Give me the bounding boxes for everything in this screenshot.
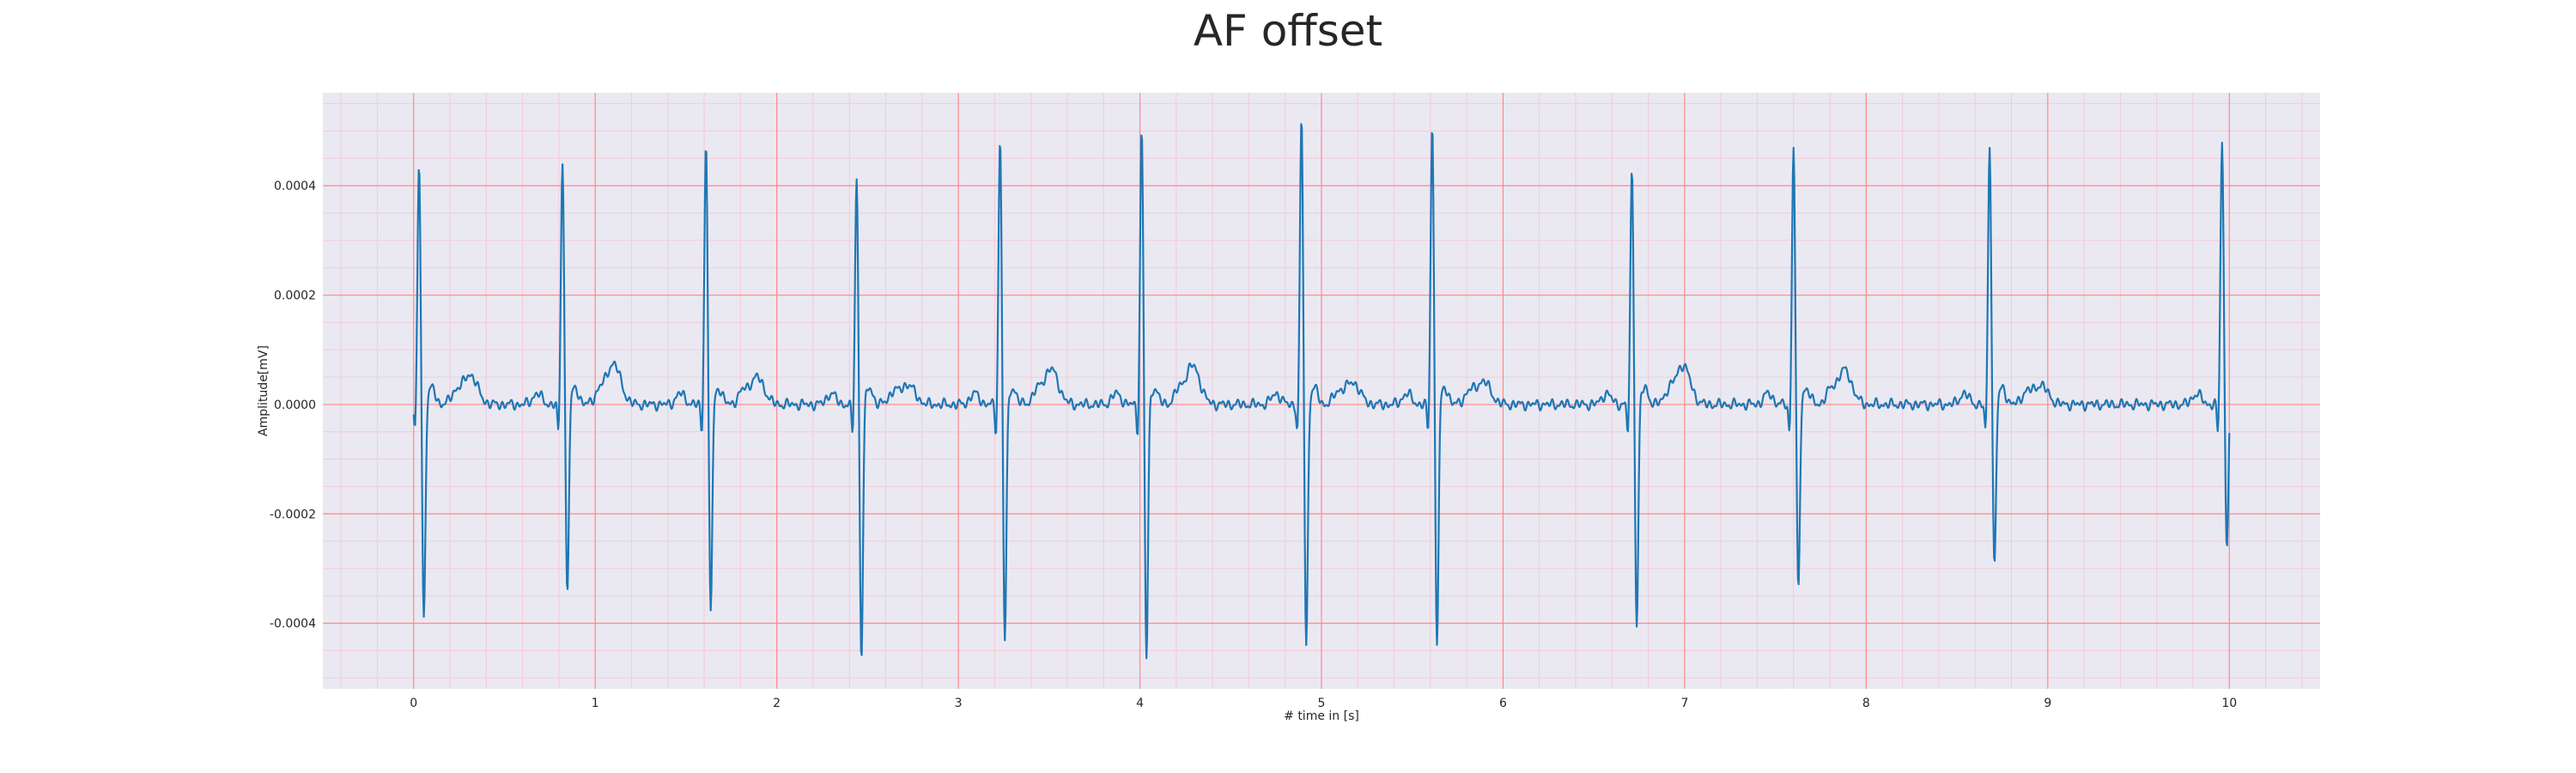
x-tick-label: 3 xyxy=(955,697,963,710)
y-tick-label: 0.0002 xyxy=(274,289,316,303)
y-tick-label: 0.0004 xyxy=(274,180,316,193)
x-tick-label: 1 xyxy=(592,697,599,710)
series-line-ecg xyxy=(412,123,2231,660)
y-tick-label: -0.0002 xyxy=(270,508,316,521)
x-tick-label: 9 xyxy=(2044,697,2051,710)
series-layer xyxy=(412,123,2231,660)
x-tick-label: 2 xyxy=(773,697,781,710)
y-tick-labels: -0.0004 -0.0002 0.0000 0.0002 0.0004 xyxy=(270,180,316,630)
y-axis-label: Amplitude[mV] xyxy=(257,345,270,436)
y-tick-label: 0.0000 xyxy=(274,399,316,412)
x-axis-label: # time in [s] xyxy=(1284,709,1359,723)
x-tick-label: 4 xyxy=(1136,697,1144,710)
y-tick-label: -0.0004 xyxy=(270,618,316,631)
x-tick-label: 8 xyxy=(1862,697,1870,710)
x-tick-label: 5 xyxy=(1318,697,1326,710)
x-tick-label: 6 xyxy=(1499,697,1507,710)
x-tick-label: 10 xyxy=(2221,697,2237,710)
x-tick-label: 7 xyxy=(1680,697,1688,710)
x-tick-label: 0 xyxy=(410,697,417,710)
chart-title: AF offset xyxy=(1193,6,1383,56)
x-tick-labels: 0 1 2 3 4 5 6 7 8 9 10 xyxy=(410,697,2237,710)
